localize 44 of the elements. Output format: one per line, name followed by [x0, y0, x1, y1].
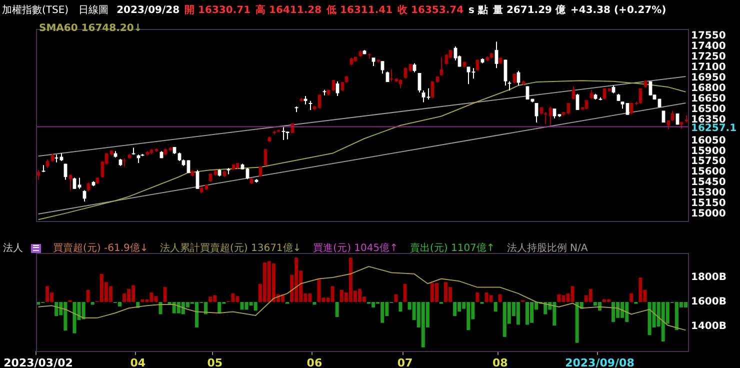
ref-line-label: 16257.1	[691, 122, 737, 134]
text: +43.38 (+0.27%)	[570, 5, 666, 16]
y-tick-label: 15900	[691, 146, 726, 157]
x-tick-label: 07	[397, 356, 413, 368]
y-tick-label: 17550	[691, 30, 726, 42]
y-tick-label: 16050	[691, 135, 726, 146]
text: SMA60 16748.20↓	[39, 23, 142, 34]
y-tick-label: 16950	[691, 72, 726, 84]
x-tick-label: 08	[492, 356, 508, 368]
text: 高 16411.28	[256, 5, 322, 16]
y-tick-label: 17400	[691, 41, 726, 52]
text: s 點	[468, 5, 488, 16]
text: 量 2671.29 億	[492, 5, 566, 16]
x-tick-label: 2023/03/02	[4, 356, 73, 368]
text: 2023/09/28	[116, 5, 180, 16]
annotation: 法人持股比例 N/A	[506, 242, 588, 255]
text: 低 16311.41	[326, 5, 393, 16]
x-tick-label: 05	[207, 356, 223, 368]
text: 買賣超(元) -61.9億↓	[53, 242, 148, 255]
y-tick-label: 16650	[691, 93, 726, 104]
x-tick-label: 04	[130, 356, 146, 368]
chart-title: 加權指數(TSE)	[2, 5, 69, 16]
y-tick-label: 16500	[691, 104, 726, 115]
chart-title: 法人	[3, 242, 23, 255]
y-tick-label: 17100	[691, 62, 726, 73]
y-tick-label: 15150	[691, 198, 726, 210]
x-tick-label: 2023/09/08	[565, 356, 634, 368]
text: 法人累計買賣超(元) 13671億↓	[160, 242, 302, 255]
chart-subtitle: 日線圖	[78, 5, 109, 16]
y-tick-label: 1400B	[691, 321, 726, 332]
x-tick-label: 06	[306, 356, 322, 368]
y-tick-label: 15600	[691, 166, 726, 178]
y-tick-label: 15450	[691, 177, 726, 188]
y-tick-label: 1600B	[691, 296, 726, 308]
text: 開 16330.71	[184, 5, 251, 16]
y-tick-label: 15000	[691, 208, 726, 220]
y-tick-label: 17250	[691, 52, 726, 63]
text: 收 16353.74	[398, 5, 464, 16]
y-tick-label: 15750	[691, 156, 726, 168]
annotation: 賣出(元) 1107億↑	[410, 242, 495, 255]
y-tick-label: 15300	[691, 188, 726, 199]
y-tick-label: 16800	[691, 82, 726, 94]
annotation: 買進(元) 1045億↑	[313, 242, 398, 255]
y-tick-label: 1800B	[691, 272, 726, 284]
